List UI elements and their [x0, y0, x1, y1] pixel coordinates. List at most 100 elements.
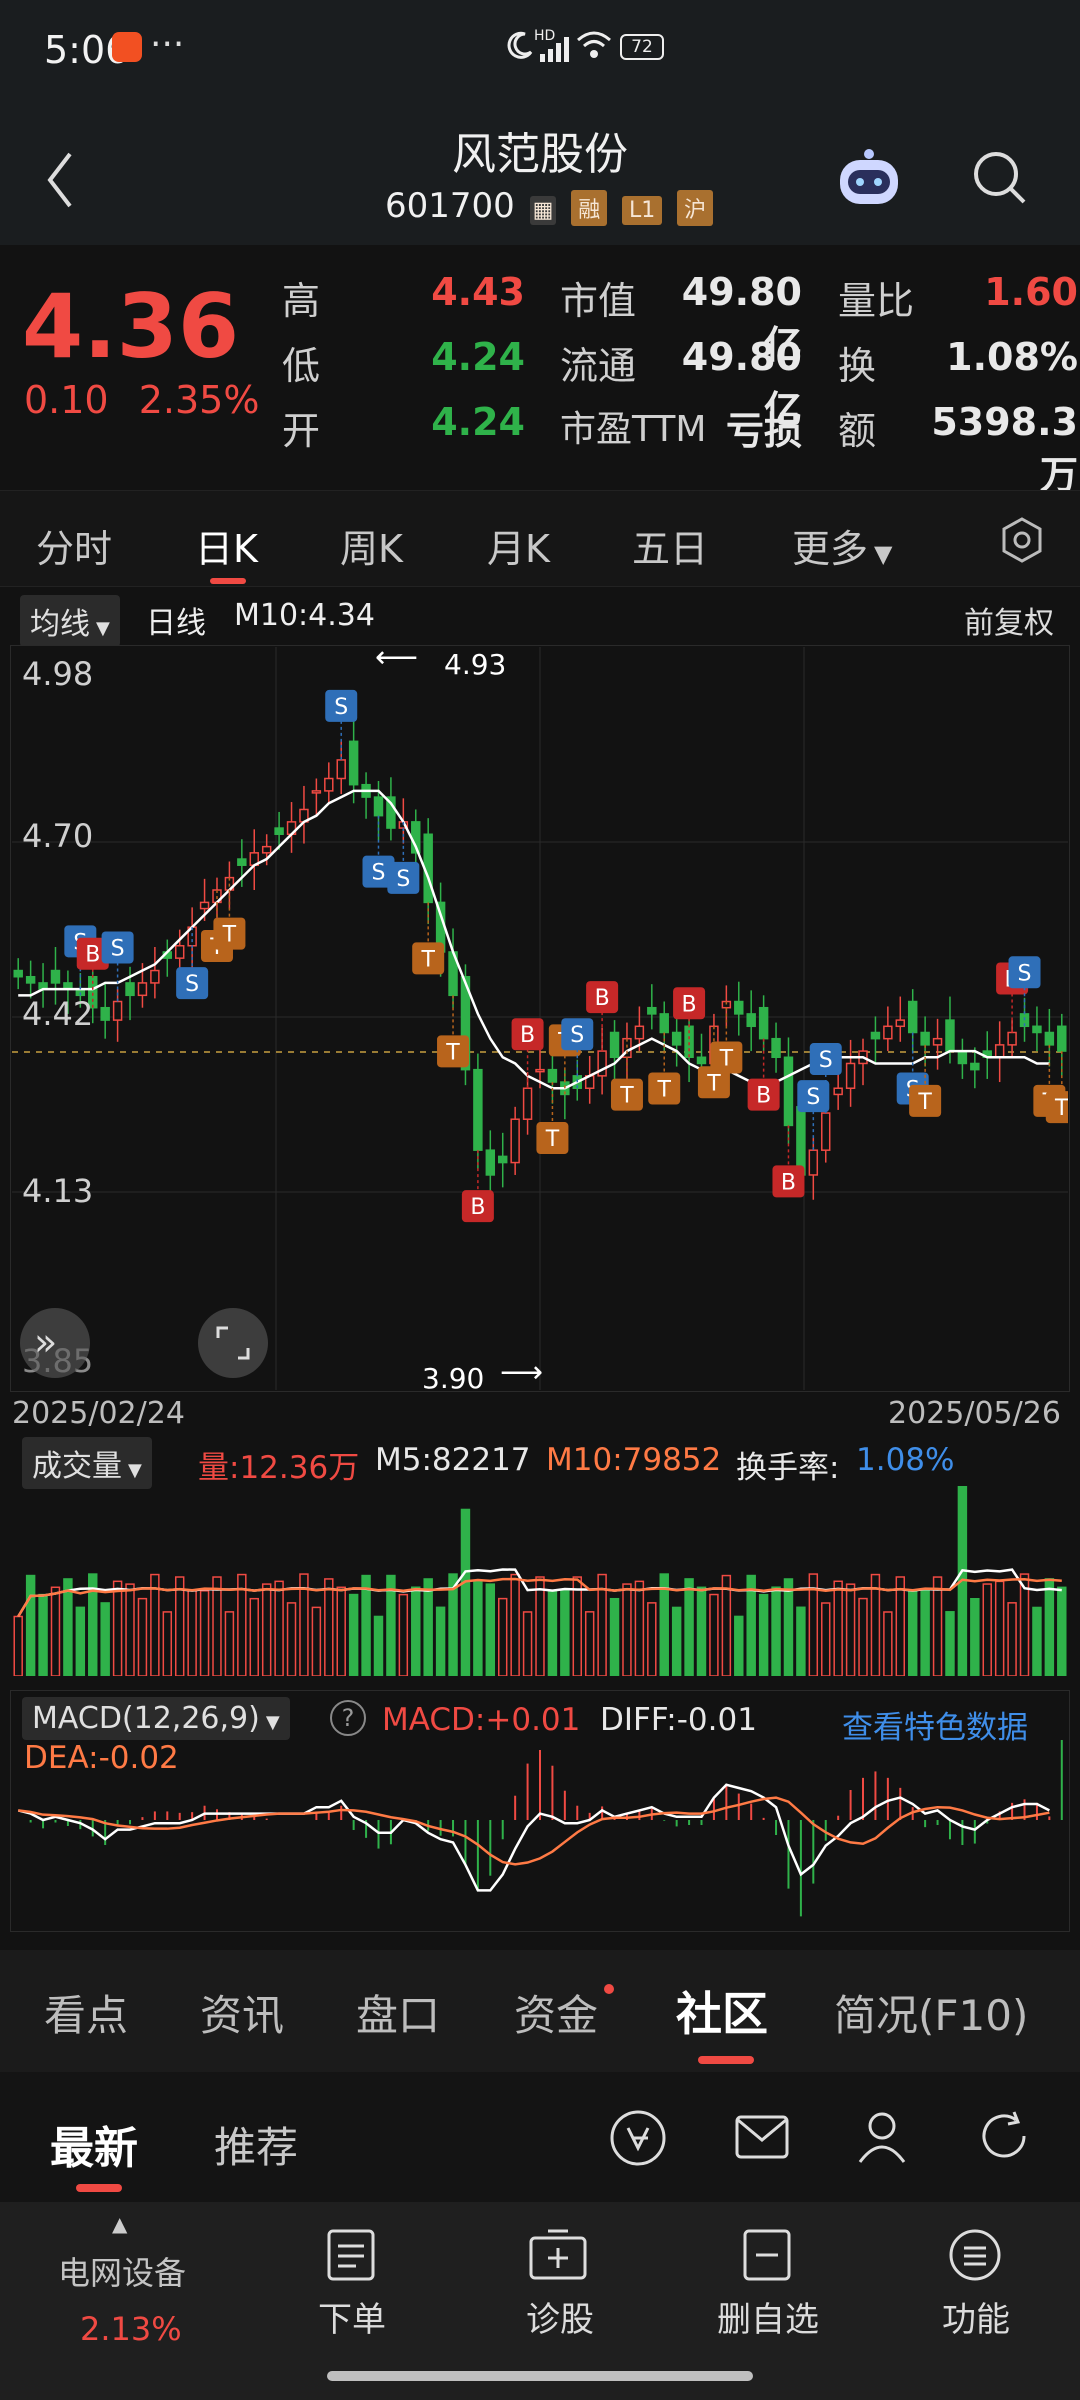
sector-name[interactable]: 电网设备 — [58, 2254, 187, 2292]
tab-community[interactable]: 社区 — [676, 1987, 768, 2041]
ma10-line — [18, 789, 1050, 1090]
volume-bar — [634, 1580, 645, 1676]
candle-body — [1007, 1031, 1017, 1046]
macd-selector[interactable]: MACD(12,26,9) ▼ — [22, 1697, 290, 1740]
nav-remove-watchlist[interactable]: 删自选 — [717, 2300, 819, 2340]
volume-bar — [373, 1615, 384, 1676]
post-icon[interactable] — [608, 2108, 668, 2168]
volume-selector[interactable]: 成交量 ▼ — [22, 1437, 152, 1489]
trade-marker — [362, 855, 395, 888]
help-icon[interactable]: ? — [330, 1700, 366, 1736]
volume-bar — [671, 1606, 682, 1676]
candle-body — [671, 1031, 682, 1046]
volume-chart[interactable] — [12, 1486, 1068, 1676]
home-indicator[interactable] — [327, 2371, 753, 2381]
volume-bar — [1044, 1578, 1055, 1676]
candle-body — [13, 969, 23, 978]
volume-bar — [386, 1574, 396, 1676]
candle-body — [957, 1050, 968, 1065]
macd-chart[interactable] — [12, 1740, 1068, 1930]
trade-marker-label: S — [806, 1085, 820, 1110]
y-tick-label: 4.70 — [22, 817, 94, 855]
diagnose-icon[interactable] — [528, 2228, 588, 2282]
sector-change: 2.13% — [80, 2310, 182, 2348]
volume-bar — [945, 1611, 955, 1676]
back-icon[interactable] — [44, 150, 74, 210]
search-icon[interactable] — [970, 148, 1030, 208]
volume-bar — [100, 1602, 110, 1676]
candle-body — [771, 1037, 781, 1059]
assistant-robot-icon[interactable] — [836, 146, 902, 210]
volume-bar — [1019, 1573, 1030, 1676]
content-tab-indicator — [698, 2056, 754, 2064]
tab-profile-f10[interactable]: 简况(F10) — [834, 1991, 1029, 2040]
start-date: 2025/02/24 — [12, 1396, 185, 1431]
diff-line — [17, 1783, 1050, 1892]
volume-bar — [572, 1576, 582, 1676]
quote-panel — [0, 245, 1080, 487]
trade-marker — [325, 689, 358, 722]
kline-chart[interactable]: SBSSTTSSSTTBBTTSBTTBTTBBSSSTBSTT — [12, 647, 1068, 1390]
tab-timeshare[interactable]: 分时 — [36, 527, 113, 571]
candle-body — [237, 858, 247, 866]
subtab-recommended[interactable]: 推荐 — [214, 2123, 299, 2172]
candle-body — [112, 1000, 123, 1021]
nav-functions[interactable]: 功能 — [942, 2300, 1010, 2340]
menu-icon[interactable] — [948, 2228, 1002, 2282]
candle-body — [808, 1149, 819, 1176]
volume-bar — [274, 1580, 284, 1676]
do-not-disturb-icon — [507, 31, 533, 59]
volume-value: 量:12.36万 — [198, 1450, 360, 1486]
volume-bar — [460, 1508, 471, 1676]
tab-news[interactable]: 资讯 — [200, 1991, 285, 2040]
expand-arrows-button[interactable]: » — [20, 1308, 90, 1378]
y-tick-label: 4.42 — [22, 995, 94, 1033]
tab-monthly-k[interactable]: 月K — [487, 527, 550, 571]
volume-bar — [597, 1573, 607, 1676]
feature-data-link[interactable]: 查看特色数据 — [842, 1710, 1028, 1746]
volume-bar — [609, 1597, 620, 1676]
tab-order-book[interactable]: 盘口 — [356, 1991, 441, 2040]
subtab-latest[interactable]: 最新 — [50, 2123, 138, 2174]
adjust-mode[interactable]: 前复权 — [964, 606, 1054, 641]
chevron-down-icon: ▼ — [96, 618, 110, 639]
high-value: 4.43 — [431, 270, 525, 314]
trade-marker-label: T — [719, 1047, 734, 1072]
stock-code: 601700 — [385, 186, 515, 226]
candle-body — [547, 1068, 558, 1083]
tag-margin: 融 — [571, 190, 608, 226]
tab-weekly-k[interactable]: 周K — [340, 527, 403, 571]
tab-five-day[interactable]: 五日 — [632, 527, 709, 571]
candle-body — [485, 1149, 496, 1176]
remove-watchlist-icon[interactable] — [742, 2228, 792, 2282]
volume-bar — [473, 1580, 483, 1676]
nav-diagnose[interactable]: 诊股 — [526, 2300, 594, 2340]
stock-code-row: 601700 ▦ 融 L1 沪 — [385, 186, 714, 226]
mail-icon[interactable] — [734, 2114, 790, 2160]
volume-bar — [721, 1574, 732, 1676]
tab-highlights[interactable]: 看点 — [44, 1991, 129, 2040]
trade-marker-label: T — [1054, 1096, 1068, 1121]
macd-selector-label: MACD(12,26,9) — [32, 1701, 260, 1736]
nav-order[interactable]: 下单 — [318, 2300, 386, 2340]
ma-selector[interactable]: 均线 ▼ — [20, 595, 120, 647]
trade-marker-label: S — [334, 695, 348, 720]
tab-capital[interactable]: 资金 — [514, 1991, 599, 2040]
volume-bar — [932, 1576, 943, 1676]
chart-settings-icon[interactable] — [998, 516, 1046, 564]
order-icon[interactable] — [326, 2228, 376, 2282]
candle-body — [311, 790, 322, 794]
trade-marker-label: S — [396, 867, 410, 892]
volume-bar — [88, 1573, 98, 1676]
low-label: 低 — [282, 344, 321, 388]
refresh-icon[interactable] — [976, 2108, 1032, 2164]
profile-icon[interactable] — [856, 2108, 908, 2164]
trade-marker — [176, 967, 209, 1000]
tab-more[interactable]: 更多 ▼ — [792, 518, 892, 573]
trade-marker-label: B — [756, 1084, 771, 1109]
candle-body — [734, 1000, 744, 1015]
volume-bar — [970, 1597, 980, 1676]
trade-marker-label: B — [85, 943, 100, 968]
tab-daily-k[interactable]: 日K — [195, 527, 258, 571]
fullscreen-button[interactable] — [198, 1308, 268, 1378]
